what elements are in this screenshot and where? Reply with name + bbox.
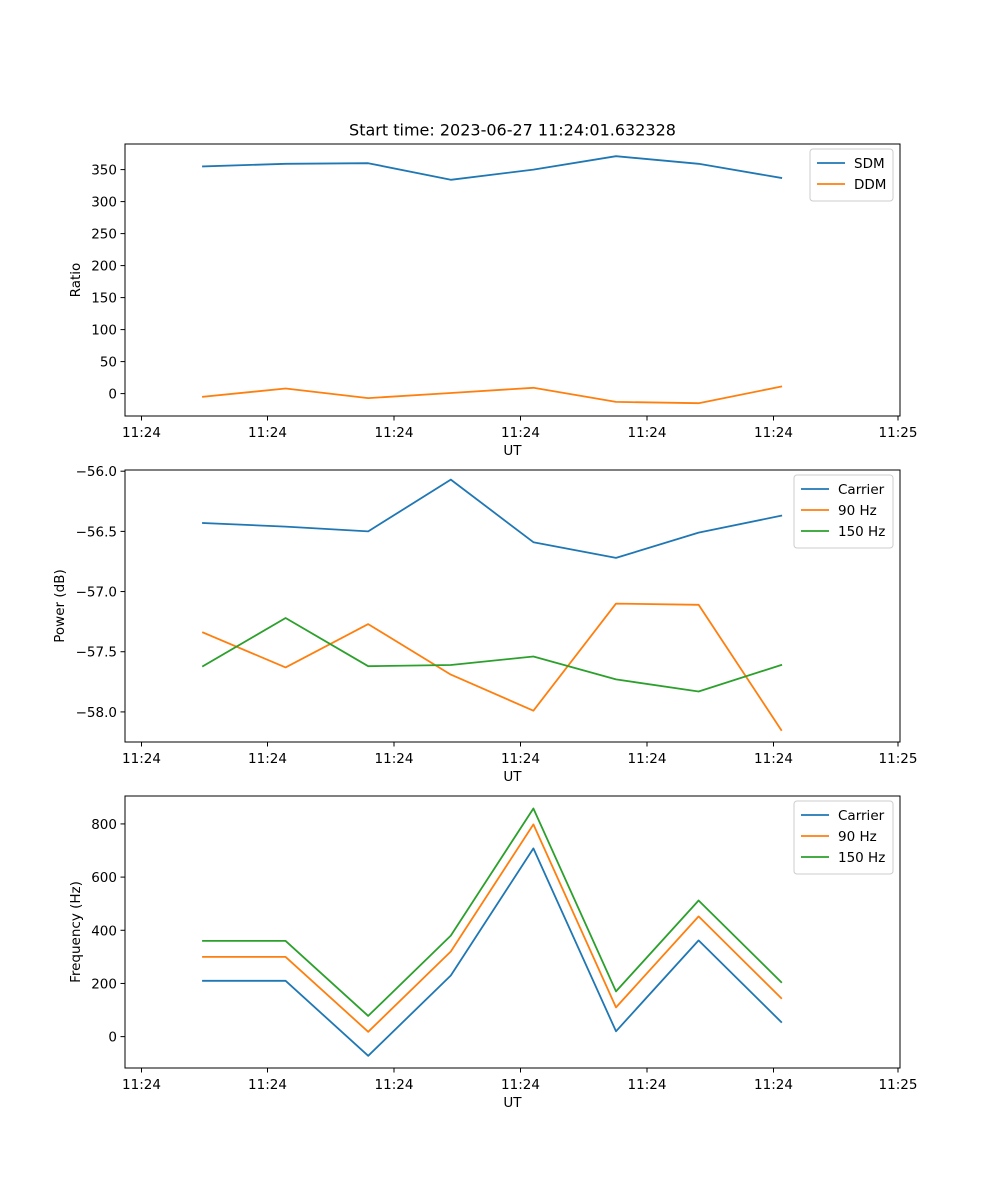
x-tick-label: 11:24 — [375, 425, 414, 441]
legend: Carrier 90 Hz 150 Hz — [793, 800, 894, 875]
y-tick-label: 350 — [91, 163, 117, 179]
legend-label: Carrier — [838, 482, 885, 498]
x-tick-label: 11:25 — [879, 1077, 918, 1093]
y-tick-label: 400 — [91, 923, 117, 939]
legend-box — [809, 148, 894, 202]
x-tick-label: 11:24 — [122, 425, 161, 441]
legend-label: Carrier — [838, 808, 885, 824]
y-tick-label: 0 — [108, 1030, 117, 1046]
y-tick-label: 150 — [91, 291, 117, 307]
series-line-150-hz — [202, 807, 783, 1017]
legend-box — [793, 474, 894, 549]
series-line-150-hz — [201, 617, 783, 693]
x-tick-label: 11:24 — [122, 1077, 161, 1093]
x-tick-label: 11:24 — [122, 751, 161, 767]
x-axis-label: UT — [503, 1095, 522, 1111]
x-tick-label: 11:24 — [628, 1077, 667, 1093]
y-tick-label: 200 — [91, 259, 117, 275]
series-line-90-hz — [201, 602, 783, 732]
legend-label: DDM — [854, 177, 886, 193]
series-line-sdm — [202, 155, 783, 181]
legend-label: SDM — [854, 156, 885, 172]
legend-label: 90 Hz — [838, 829, 877, 845]
x-tick-label: 11:24 — [248, 751, 287, 767]
y-axis-label: Power (dB) — [52, 569, 68, 642]
x-tick-label: 11:24 — [628, 425, 667, 441]
subplot-container: 0 50 100 150 200 250 300 350 11:24 11:24 11:24 11:2… — [52, 143, 918, 1111]
series-line-ddm — [202, 385, 783, 405]
x-tick-label: 11:24 — [754, 425, 793, 441]
legend-box — [793, 800, 894, 875]
y-tick-label: 300 — [91, 195, 117, 211]
series-line-carrier — [202, 478, 783, 559]
x-tick-label: 11:25 — [879, 751, 918, 767]
series-line-carrier — [202, 847, 783, 1057]
x-tick-label: 11:24 — [501, 425, 540, 441]
y-tick-label: 250 — [91, 227, 117, 243]
y-axis-label: Ratio — [68, 263, 84, 298]
plot-area-frame — [124, 469, 901, 743]
legend-label: 90 Hz — [838, 503, 877, 519]
x-axis-label: UT — [503, 443, 522, 459]
y-tick-label: 100 — [91, 323, 117, 339]
y-tick-label: −56.0 — [76, 464, 117, 480]
x-tick-label: 11:25 — [879, 425, 918, 441]
y-tick-label: −56.5 — [76, 524, 117, 540]
y-tick-label: 600 — [91, 870, 117, 886]
x-tick-label: 11:24 — [754, 1077, 793, 1093]
plot-area-frame — [124, 795, 901, 1069]
legend-label: 150 Hz — [838, 524, 885, 540]
y-tick-label: 50 — [100, 355, 117, 371]
x-tick-label: 11:24 — [375, 751, 414, 767]
x-tick-label: 11:24 — [628, 751, 667, 767]
y-axis-label: Frequency (Hz) — [68, 881, 84, 983]
subplot-3: 0 200 400 600 800 11:24 11:24 11:24 11:24 11:24 11… — [68, 795, 918, 1111]
figure-title: Start time: 2023-06-27 11:24:01.632328 — [349, 121, 676, 140]
subplot-1: 0 50 100 150 200 250 300 350 11:24 11:24 11:24 11:2… — [68, 143, 918, 459]
plot-area-frame — [124, 143, 901, 417]
x-tick-label: 11:24 — [248, 425, 287, 441]
x-tick-label: 11:24 — [501, 751, 540, 767]
y-tick-label: 800 — [91, 817, 117, 833]
x-tick-label: 11:24 — [375, 1077, 414, 1093]
legend-label: 150 Hz — [838, 850, 885, 866]
y-tick-label: −57.0 — [76, 585, 117, 601]
x-tick-label: 11:24 — [501, 1077, 540, 1093]
x-axis-label: UT — [503, 769, 522, 785]
y-tick-label: 0 — [108, 387, 117, 403]
series-line-90-hz — [202, 823, 783, 1033]
y-tick-label: −58.0 — [76, 705, 117, 721]
subplot-2: −58.0 −57.5 −57.0 −56.5 −56.0 11:24 11:24 11:24… — [52, 464, 917, 785]
x-tick-label: 11:24 — [248, 1077, 287, 1093]
legend: SDM DDM — [809, 148, 894, 202]
y-tick-label: 200 — [91, 976, 117, 992]
y-tick-label: −57.5 — [76, 645, 117, 661]
legend: Carrier 90 Hz 150 Hz — [793, 474, 894, 549]
x-tick-label: 11:24 — [754, 751, 793, 767]
